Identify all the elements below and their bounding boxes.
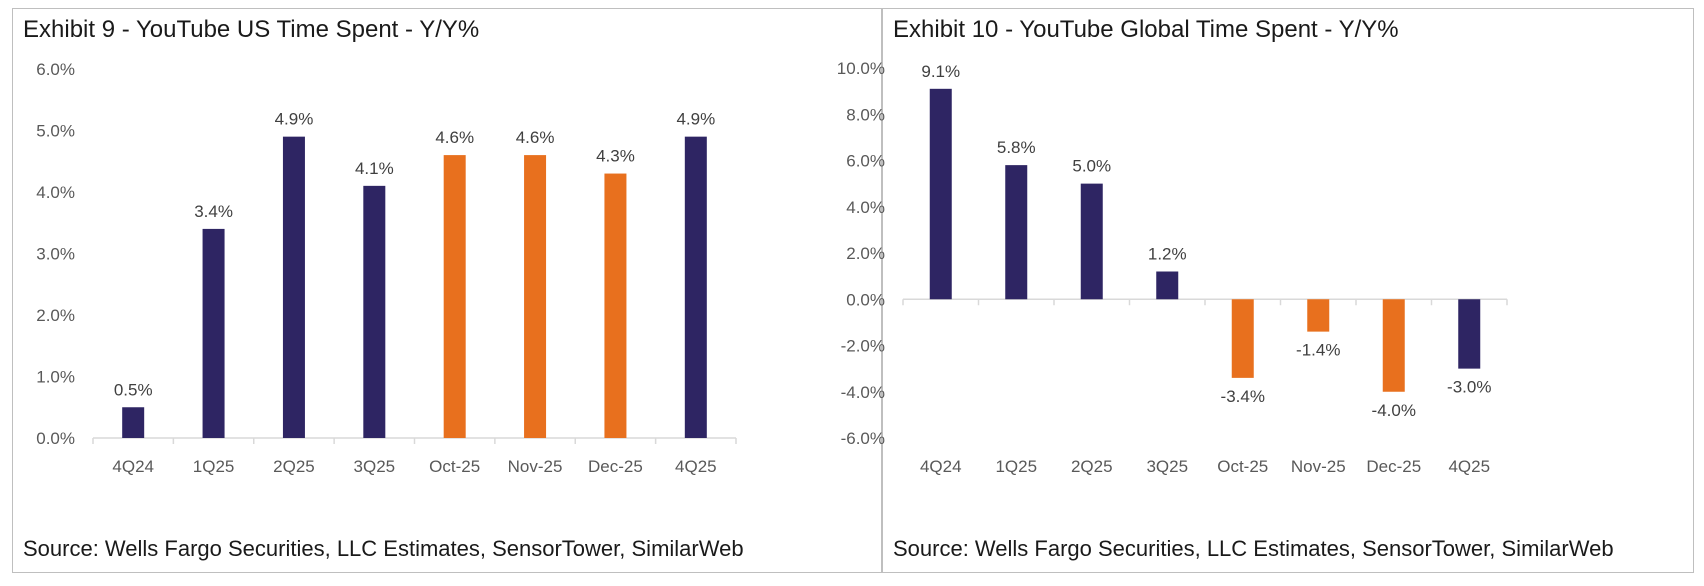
bar-dec-25	[604, 173, 627, 439]
exhibit-9-chart: 0.0% 1.0% 2.0% 3.0% 4.0% 5.0% 6.0% 0.5% 4Q24 3.4%…	[36, 60, 737, 476]
y-tick-label: 2.0%	[846, 244, 885, 263]
bar-oct-25	[443, 155, 466, 438]
data-label: -1.4%	[1296, 341, 1340, 360]
x-category-label: 4Q24	[112, 457, 154, 476]
bar-2q25	[282, 136, 305, 438]
data-label: 4.6%	[516, 128, 555, 147]
y-tick-label: 4.0%	[36, 183, 75, 202]
bar-1q25	[202, 228, 225, 438]
x-category-label: 4Q25	[1448, 457, 1490, 476]
source-note: Source: Wells Fargo Securities, LLC Esti…	[23, 536, 744, 561]
bar-2q25	[1080, 183, 1103, 300]
y-tick-label: 4.0%	[846, 198, 885, 217]
bar-1q25	[1005, 165, 1028, 300]
y-tick-label: 10.0%	[837, 59, 885, 78]
bar-3q25	[1156, 271, 1179, 300]
x-category-label: 4Q24	[920, 457, 962, 476]
bar-oct-25	[1231, 299, 1254, 378]
y-tick-label: 6.0%	[846, 152, 885, 171]
x-category-label: 3Q25	[354, 457, 396, 476]
data-label: -4.0%	[1372, 401, 1416, 420]
x-category-label: 1Q25	[193, 457, 235, 476]
data-label: 4.9%	[676, 110, 715, 129]
bar-4q25	[684, 136, 707, 438]
data-label: 4.3%	[596, 147, 635, 166]
bar-nov-25	[524, 155, 547, 438]
bar-dec-25	[1382, 299, 1405, 392]
y-tick-label: -4.0%	[841, 383, 885, 402]
data-label: 9.1%	[921, 62, 960, 81]
data-label: 3.4%	[194, 202, 233, 221]
x-category-label: 4Q25	[675, 457, 717, 476]
source-note: Source: Wells Fargo Securities, LLC Esti…	[893, 536, 1614, 561]
bar-4q25	[1458, 299, 1481, 369]
chart-title: Exhibit 9 - YouTube US Time Spent - Y/Y%	[23, 16, 480, 43]
y-tick-label: -2.0%	[841, 337, 885, 356]
x-category-label: Dec-25	[588, 457, 643, 476]
y-tick-label: 8.0%	[846, 105, 885, 124]
bar-4q24	[929, 88, 952, 300]
bar-nov-25	[1307, 299, 1330, 332]
data-label: 4.1%	[355, 159, 394, 178]
chart-title: Exhibit 10 - YouTube Global Time Spent -…	[893, 16, 1399, 43]
x-category-label: Nov-25	[1291, 457, 1346, 476]
data-label: 4.6%	[435, 128, 474, 147]
data-label: 5.8%	[997, 138, 1036, 157]
data-label: 5.0%	[1072, 157, 1111, 176]
x-category-label: Oct-25	[429, 457, 480, 476]
x-category-label: Nov-25	[508, 457, 563, 476]
y-tick-label: 1.0%	[36, 368, 75, 387]
x-category-label: 2Q25	[1071, 457, 1113, 476]
exhibit-10-chart: -6.0% -4.0% -2.0% 0.0% 2.0% 4.0% 6.0% 8.0% 10.0%…	[837, 59, 1508, 476]
x-category-label: Oct-25	[1217, 457, 1268, 476]
x-category-label: Dec-25	[1366, 457, 1421, 476]
x-category-label: 3Q25	[1146, 457, 1188, 476]
y-tick-label: 2.0%	[36, 306, 75, 325]
y-tick-label: 0.0%	[846, 290, 885, 309]
y-tick-label: 3.0%	[36, 245, 75, 264]
data-label: -3.0%	[1447, 378, 1491, 397]
y-tick-label: 0.0%	[36, 429, 75, 448]
y-tick-label: -6.0%	[841, 429, 885, 448]
data-label: 4.9%	[275, 110, 314, 129]
exhibit-10-panel: Exhibit 10 - YouTube Global Time Spent -…	[837, 8, 1694, 573]
y-tick-label: 6.0%	[36, 60, 75, 79]
y-tick-label: 5.0%	[36, 122, 75, 141]
data-label: 1.2%	[1148, 245, 1187, 264]
data-label: 0.5%	[114, 380, 153, 399]
x-category-label: 1Q25	[995, 457, 1037, 476]
x-category-label: 2Q25	[273, 457, 315, 476]
data-label: -3.4%	[1221, 387, 1265, 406]
exhibit-9-panel: Exhibit 9 - YouTube US Time Spent - Y/Y%…	[12, 8, 882, 573]
bar-4q24	[122, 407, 145, 438]
bar-3q25	[363, 185, 386, 438]
